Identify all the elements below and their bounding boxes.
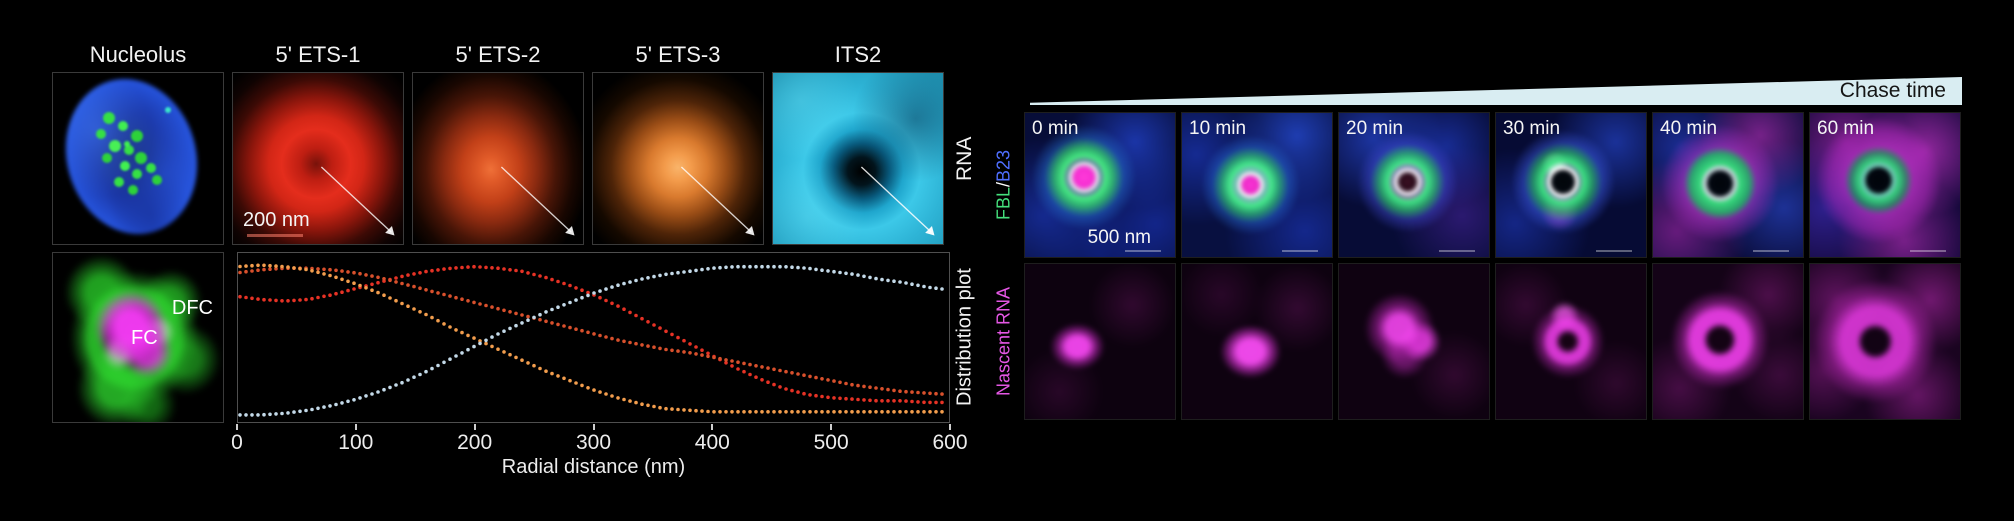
scale-bar-label-500nm: 500 nm: [1087, 227, 1151, 248]
x-tick-mark: [354, 424, 357, 430]
nascent-rna-signal-0min: [1025, 264, 1175, 419]
scale-bar-label: 200 nm: [243, 209, 310, 231]
5ets1-signal: [233, 73, 403, 244]
radial-axis-arrow: [320, 166, 395, 236]
its2-signal: [773, 73, 943, 244]
5ets2-signal: [413, 73, 583, 244]
fbl-signal-10min: [1182, 113, 1332, 257]
nascent-rna-image-30min: [1495, 263, 1647, 420]
nascent-rna-signal-20min: [1339, 264, 1489, 419]
nascent-rna-image-60min: [1809, 263, 1961, 420]
x-tick-mark: [711, 424, 714, 430]
fbl-image-60min: 60 min: [1809, 112, 1961, 258]
fbl-image-0min: 0 min 500 nm: [1024, 112, 1176, 258]
x-tick-mark: [830, 424, 833, 430]
nucleolus-micrograph: [52, 72, 224, 245]
scale-bar: [1753, 250, 1789, 252]
scale-bar: [247, 234, 303, 237]
5ets2-micrograph: [412, 72, 584, 245]
nascent-rna-row-label: Nascent RNA: [993, 286, 1014, 397]
nascent-rna-image-20min: [1338, 263, 1490, 420]
scale-bar: [1910, 250, 1946, 252]
chase-time-label: Chase time: [1839, 79, 1946, 102]
nascent-rna-image-0min: [1024, 263, 1176, 420]
nascent-rna-image-10min: [1181, 263, 1333, 420]
fbl-signal-40min: [1653, 113, 1803, 257]
nucleus-shape: [53, 73, 215, 244]
panel-title-5ets1: 5' ETS-1: [275, 42, 361, 67]
scale-bar: [1282, 250, 1318, 252]
radial-axis-arrow: [860, 166, 935, 236]
dfc-label: DFC: [171, 297, 213, 319]
fbl-signal-20min: [1339, 113, 1489, 257]
fbl-label: FBL: [993, 187, 1014, 221]
x-tick-label: 600: [932, 431, 968, 454]
nucleolus-foci: [124, 141, 131, 148]
x-tick-mark: [592, 424, 595, 430]
5ets1-micrograph: 200 nm: [232, 72, 404, 245]
fbl-image-20min: 20 min: [1338, 112, 1490, 258]
panel-title-5ets3: 5' ETS-3: [635, 42, 721, 67]
x-tick-label: 400: [694, 431, 730, 454]
time-label-40min: 40 min: [1660, 118, 1718, 139]
x-tick-label: 0: [231, 431, 243, 454]
x-tick-mark: [473, 424, 476, 430]
its2-micrograph: [772, 72, 944, 245]
dfc-fc-micrograph: DFC FC: [52, 252, 224, 423]
x-tick-label: 200: [457, 431, 493, 454]
fbl-image-30min: 30 min: [1495, 112, 1647, 258]
time-label-0min: 0 min: [1032, 118, 1079, 139]
label-separator: /: [993, 182, 1014, 188]
time-label-10min: 10 min: [1189, 118, 1247, 139]
distribution-plot-side-label: Distribution plot: [953, 268, 976, 407]
nascent-rna-image-40min: [1652, 263, 1804, 420]
scale-bar: [1596, 250, 1632, 252]
radial-axis-arrow: [680, 166, 755, 236]
dfc-fc-signal: [53, 253, 223, 422]
5ets3-micrograph: [592, 72, 764, 245]
time-label-20min: 20 min: [1346, 118, 1404, 139]
rna-side-label: RNA: [953, 136, 976, 181]
nascent-rna-signal-10min: [1182, 264, 1332, 419]
scale-bar: [1439, 250, 1475, 252]
nascent-rna-signal-40min: [1653, 264, 1803, 419]
panel-title-nucleolus: Nucleolus: [89, 42, 187, 67]
x-tick-mark: [236, 424, 238, 430]
distribution-curves: [238, 263, 944, 417]
fbl-signal-0min: [1025, 113, 1175, 257]
nucleolus-focus-dot: [165, 107, 172, 114]
radial-axis-arrow: [500, 166, 575, 236]
distribution-plot: [237, 252, 950, 423]
x-tick-label: 300: [575, 431, 612, 454]
fbl-signal-30min: [1496, 113, 1646, 257]
5ets3-signal: [593, 73, 763, 244]
scale-bar: [1125, 250, 1161, 252]
fbl-signal-60min: [1810, 113, 1960, 257]
fbl-image-40min: 40 min: [1652, 112, 1804, 258]
time-label-30min: 30 min: [1503, 118, 1561, 139]
b23-label: B23: [993, 149, 1014, 182]
x-tick-label: 100: [338, 431, 374, 454]
x-tick-label: 500: [813, 431, 849, 454]
nascent-rna-signal-30min: [1496, 264, 1646, 419]
fbl-image-10min: 10 min: [1181, 112, 1333, 258]
panel-title-its2: ITS2: [834, 42, 882, 67]
fbl-b23-row-label: FBL / B23: [990, 112, 1018, 258]
fc-label: FC: [131, 327, 158, 349]
x-axis-title: Radial distance (nm): [501, 456, 686, 478]
time-label-60min: 60 min: [1817, 118, 1875, 139]
nascent-rna-signal-60min: [1810, 264, 1960, 419]
panel-title-5ets2: 5' ETS-2: [455, 42, 541, 67]
